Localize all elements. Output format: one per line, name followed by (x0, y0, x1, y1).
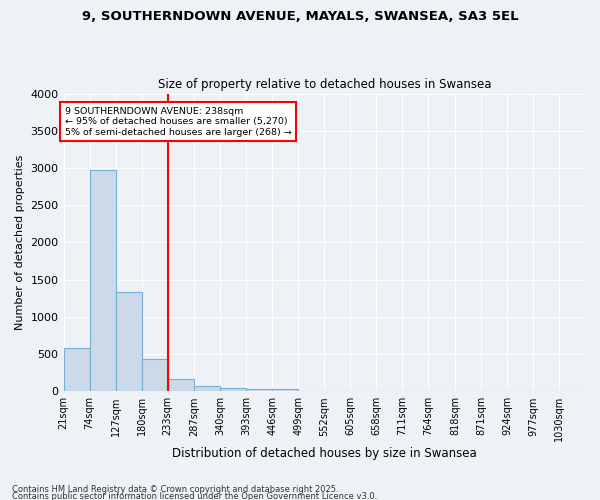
Bar (246, 389, 272, 392)
Title: Size of property relative to detached houses in Swansea: Size of property relative to detached ho… (158, 78, 491, 91)
Bar (194, 386, 220, 392)
Bar (142, 360, 167, 392)
Bar (272, 389, 298, 392)
Text: 9, SOUTHERNDOWN AVENUE, MAYALS, SWANSEA, SA3 5EL: 9, SOUTHERNDOWN AVENUE, MAYALS, SWANSEA,… (82, 10, 518, 23)
Bar (220, 388, 246, 392)
Text: Contains HM Land Registry data © Crown copyright and database right 2025.: Contains HM Land Registry data © Crown c… (12, 486, 338, 494)
Y-axis label: Number of detached properties: Number of detached properties (15, 155, 25, 330)
Bar (64, 348, 89, 392)
Text: 9 SOUTHERNDOWN AVENUE: 238sqm
← 95% of detached houses are smaller (5,270)
5% of: 9 SOUTHERNDOWN AVENUE: 238sqm ← 95% of d… (65, 107, 291, 137)
Bar (116, 292, 142, 392)
Text: Contains public sector information licensed under the Open Government Licence v3: Contains public sector information licen… (12, 492, 377, 500)
Bar (89, 170, 116, 392)
Bar (167, 380, 194, 392)
X-axis label: Distribution of detached houses by size in Swansea: Distribution of detached houses by size … (172, 447, 476, 460)
